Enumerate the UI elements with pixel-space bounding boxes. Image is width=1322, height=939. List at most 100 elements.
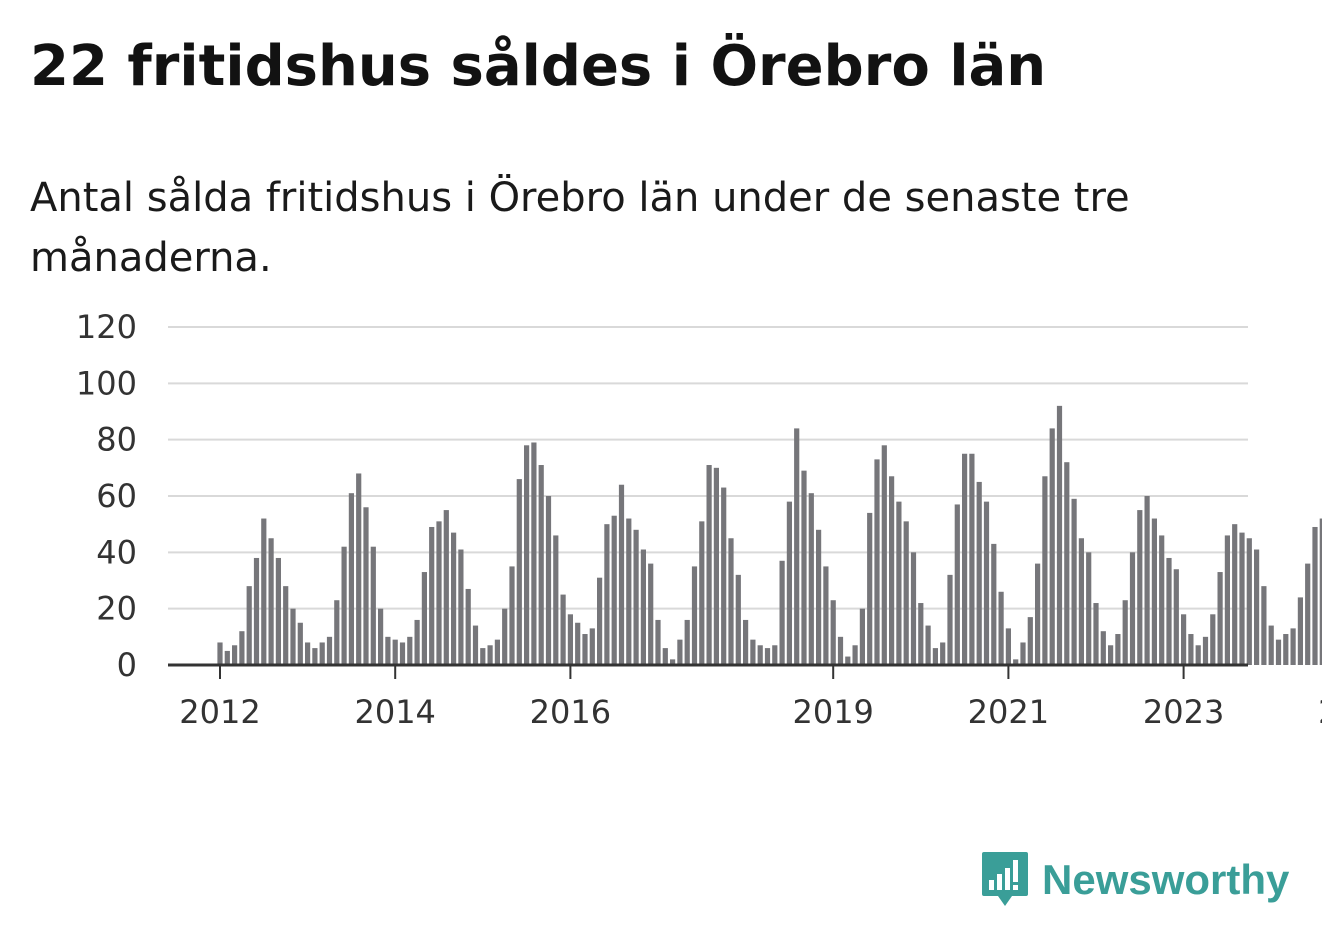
bar [1020,642,1026,665]
bar [509,566,515,665]
y-tick-label: 60 [96,477,137,515]
bar [1005,628,1011,665]
bar [823,566,829,665]
bar [940,642,946,665]
bar [421,572,427,665]
bar [1210,614,1216,665]
bar [794,428,800,665]
bar [239,631,245,665]
bar [1064,462,1070,665]
bar [1071,498,1077,665]
bar [524,445,530,665]
bar [1122,600,1128,665]
bar [867,512,873,665]
bar [947,574,953,665]
bar [1305,563,1311,665]
bar [1283,634,1289,665]
bar [538,465,544,665]
bar [1217,572,1223,665]
bar [618,484,625,665]
bar [735,574,741,665]
bar [436,521,442,665]
brand-name: Newsworthy [1042,856,1290,903]
bar [852,645,858,665]
bar [816,529,822,665]
bar [545,496,552,665]
chart-subtitle: Antal sålda fritidshus i Örebro län unde… [30,175,1130,281]
bar [1261,586,1267,665]
bar [1297,597,1303,665]
bar [458,549,464,665]
bar [275,557,281,665]
bar [326,636,333,665]
bar [983,501,990,665]
bar [743,619,749,665]
bar [399,642,406,665]
x-tick-label: 2019 [792,693,873,731]
bar [604,524,610,665]
bar [750,639,756,665]
bar [1173,569,1179,665]
y-tick-label: 20 [96,590,137,628]
bar [1042,476,1048,665]
bar [261,518,267,665]
y-tick-label: 120 [76,308,137,346]
bar [1232,524,1238,665]
bar [290,608,296,665]
bar [1100,631,1106,665]
bar [224,650,230,665]
bar [597,577,603,665]
bar [312,648,318,665]
bar [217,642,223,665]
bar [297,622,303,665]
x-tick-label: 2021 [968,693,1049,731]
bar [1268,625,1274,665]
x-tick-label: 2012 [179,693,260,731]
bar [1224,535,1230,665]
bar [837,636,844,665]
bar [1239,532,1245,665]
bar [305,642,311,665]
bar [721,487,727,665]
bar [764,648,771,665]
newsworthy-logo-icon [982,852,1028,906]
bar [487,645,493,665]
bar [268,538,274,665]
bar [283,586,289,665]
bar [531,442,537,665]
bar [567,614,573,665]
bar [1144,496,1150,665]
bar [1049,428,1055,665]
bar [1312,526,1318,665]
bar [772,645,778,665]
bar [553,535,559,665]
bar [582,634,588,665]
bar [1027,617,1033,665]
bar [648,563,654,665]
bar [480,648,486,665]
bar [385,636,391,665]
bar [246,586,252,665]
bar [881,445,887,665]
bar [626,518,632,665]
bar [932,648,938,665]
bar [516,479,522,665]
bar [757,645,763,665]
bar [1108,645,1114,665]
bar [407,636,413,665]
bar [779,560,785,665]
bar [253,557,260,665]
bar [1275,639,1282,665]
x-tick-label: 2014 [354,693,435,731]
bar [1188,634,1194,665]
bar [1159,535,1165,665]
bar [1202,636,1209,665]
bar [954,504,960,665]
bar-chart: 0 20 40 60 80 100 120 2012 2014 2016 2019 2021 2023 2… [76,308,1322,731]
bar [903,521,909,665]
bar [1035,563,1041,665]
bar [363,507,369,665]
bar [392,639,398,665]
bar [494,639,500,665]
bar [1246,538,1252,665]
